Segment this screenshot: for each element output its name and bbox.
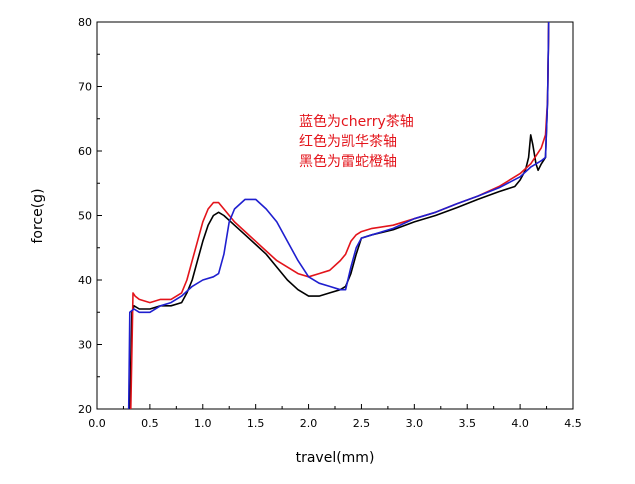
series-line	[129, 21, 550, 410]
annotation-block: 蓝色为cherry茶轴 红色为凯华茶轴 黑色为雷蛇橙轴	[299, 113, 414, 170]
y-axis-title: force(g)	[30, 188, 46, 243]
annotation-line: 蓝色为cherry茶轴	[299, 113, 414, 130]
x-tick-label: 3.5	[458, 417, 476, 430]
x-axis: 0.0 0.5 1.0 1.5 2.0 2.5 3.0 3.5 4.0 4.5	[88, 404, 582, 430]
series-layer	[127, 21, 550, 410]
x-axis-title: travel(mm)	[296, 450, 375, 466]
x-tick-label: 1.0	[194, 417, 212, 430]
x-tick-label: 0.5	[141, 417, 159, 430]
x-tick-label: 1.5	[247, 417, 265, 430]
x-tick-label: 2.0	[300, 417, 318, 430]
x-tick-label: 3.0	[406, 417, 424, 430]
plot-frame	[96, 21, 574, 410]
y-tick-label: 80	[78, 16, 92, 29]
x-tick-label: 4.5	[564, 417, 582, 430]
y-tick-label: 70	[78, 81, 92, 94]
y-tick-label: 20	[78, 403, 92, 416]
y-tick-label: 60	[78, 145, 92, 158]
y-tick-label: 30	[78, 339, 92, 352]
x-tick-label: 0.0	[88, 417, 106, 430]
y-tick-label: 40	[78, 274, 92, 287]
series-line	[130, 21, 550, 410]
series-line	[127, 21, 550, 410]
y-axis: 20 30 40 50 60 70 80	[78, 16, 102, 416]
annotation-line: 黑色为雷蛇橙轴	[299, 153, 397, 170]
y-tick-label: 50	[78, 210, 92, 223]
annotation-line: 红色为凯华茶轴	[299, 133, 397, 150]
x-tick-label: 4.0	[511, 417, 529, 430]
x-tick-label: 2.5	[353, 417, 371, 430]
